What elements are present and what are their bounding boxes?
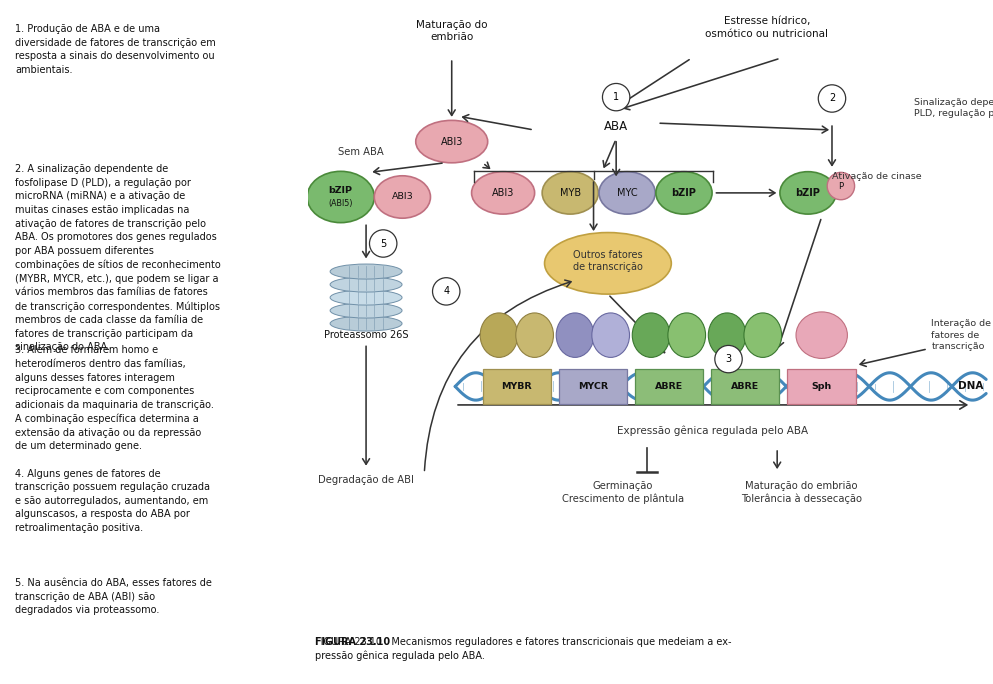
Text: 5. Na ausência do ABA, esses fatores de
transcrição de ABA (ABI) são
degradados : 5. Na ausência do ABA, esses fatores de … (16, 578, 213, 615)
Text: Estresse hídrico,
osmótico ou nutricional: Estresse hídrico, osmótico ou nutriciona… (705, 16, 828, 38)
Text: MYCR: MYCR (578, 382, 608, 391)
FancyBboxPatch shape (559, 369, 628, 404)
Ellipse shape (330, 290, 402, 305)
Text: MYB: MYB (560, 188, 581, 198)
Text: Sinalização dependente de
PLD, regulação por miRNA: Sinalização dependente de PLD, regulação… (915, 98, 993, 118)
Ellipse shape (780, 172, 836, 214)
Ellipse shape (330, 264, 402, 279)
Text: ABI3: ABI3 (492, 188, 514, 198)
Text: Expressão gênica regulada pelo ABA: Expressão gênica regulada pelo ABA (617, 425, 807, 436)
Ellipse shape (744, 313, 781, 357)
Ellipse shape (599, 172, 655, 214)
Circle shape (827, 172, 855, 200)
Circle shape (818, 85, 846, 112)
Ellipse shape (544, 233, 671, 294)
FancyBboxPatch shape (635, 369, 703, 404)
Text: 2. A sinalização dependente de
fosfolipase D (PLD), a regulação por
microRNA (mi: 2. A sinalização dependente de fosfolipa… (16, 164, 221, 352)
Ellipse shape (374, 176, 431, 218)
Ellipse shape (515, 313, 553, 357)
FancyBboxPatch shape (787, 369, 856, 404)
Text: bZIP: bZIP (795, 188, 820, 198)
FancyBboxPatch shape (483, 369, 551, 404)
Text: bZIP: bZIP (329, 185, 353, 195)
Ellipse shape (307, 172, 374, 223)
Text: ABI3: ABI3 (441, 137, 463, 146)
Text: 2: 2 (829, 94, 835, 103)
Ellipse shape (542, 172, 599, 214)
Text: 3. Além de formarem homo e
heterodímeros dentro das famílias,
alguns desses fato: 3. Além de formarem homo e heterodímeros… (16, 345, 214, 451)
Text: 1. Produção de ABA e de uma
diversidade de fatores de transcrição em
resposta a : 1. Produção de ABA e de uma diversidade … (16, 24, 216, 75)
Ellipse shape (330, 303, 402, 318)
Ellipse shape (556, 313, 594, 357)
Text: 5: 5 (380, 239, 386, 248)
Circle shape (369, 230, 397, 257)
Ellipse shape (330, 316, 402, 331)
Text: 4. Alguns genes de fatores de
transcrição possuem regulação cruzada
e são autorr: 4. Alguns genes de fatores de transcriçã… (16, 469, 211, 533)
Ellipse shape (656, 172, 712, 214)
Text: Germinação
Crescimento de plântula: Germinação Crescimento de plântula (562, 481, 684, 504)
Text: FIGURA 23.10: FIGURA 23.10 (315, 637, 390, 648)
Circle shape (433, 278, 460, 305)
Ellipse shape (668, 313, 706, 357)
Text: 4: 4 (443, 287, 449, 296)
Ellipse shape (481, 313, 517, 357)
Ellipse shape (592, 313, 630, 357)
Text: ABRE: ABRE (654, 382, 683, 391)
Text: 1: 1 (613, 92, 620, 102)
Text: 3: 3 (726, 354, 732, 364)
Text: Maturação do embrião
Tolerância à dessecação: Maturação do embrião Tolerância à dessec… (741, 481, 862, 504)
Text: bZIP: bZIP (671, 188, 696, 198)
Text: MYBR: MYBR (501, 382, 532, 391)
Text: Degradação de ABI: Degradação de ABI (318, 475, 414, 485)
Ellipse shape (633, 313, 670, 357)
Text: (ABI5): (ABI5) (329, 198, 353, 208)
Text: DNA: DNA (958, 382, 984, 391)
Circle shape (715, 345, 742, 373)
Circle shape (603, 83, 630, 111)
Text: Proteassomo 26S: Proteassomo 26S (324, 330, 408, 340)
Ellipse shape (416, 120, 488, 163)
Text: Sph: Sph (811, 382, 832, 391)
Text: Outros fatores
de transcrição: Outros fatores de transcrição (573, 250, 642, 272)
Text: ABI3: ABI3 (391, 192, 413, 202)
Ellipse shape (472, 172, 534, 214)
Text: P: P (838, 181, 843, 191)
Text: ABA: ABA (604, 120, 629, 133)
Text: FIGURA 23.10   Mecanismos reguladores e fatores transcricionais que medeiam a ex: FIGURA 23.10 Mecanismos reguladores e fa… (315, 637, 731, 661)
FancyBboxPatch shape (711, 369, 780, 404)
Text: MYC: MYC (617, 188, 638, 198)
Text: Maturação do
embrião: Maturação do embrião (416, 20, 488, 42)
Ellipse shape (708, 313, 746, 357)
Text: Ativação de cinase: Ativação de cinase (832, 172, 922, 181)
Ellipse shape (796, 312, 847, 358)
Ellipse shape (330, 277, 402, 292)
Text: ABRE: ABRE (731, 382, 759, 391)
Text: Interação de
fatores de
transcrição: Interação de fatores de transcrição (931, 319, 991, 351)
Text: Sem ABA: Sem ABA (339, 147, 384, 157)
